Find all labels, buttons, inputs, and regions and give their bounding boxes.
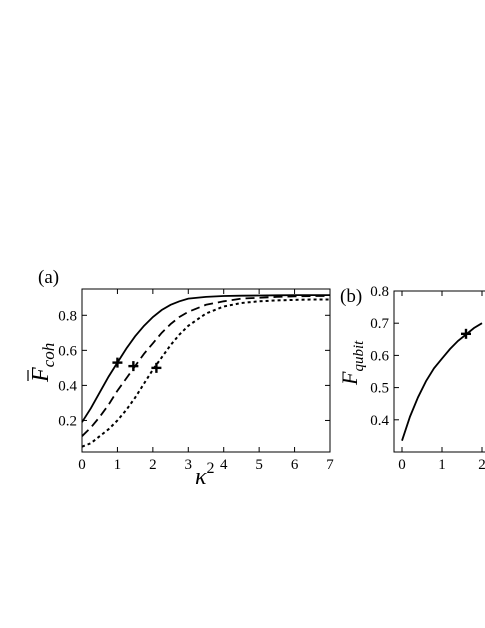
x-tick-label: 5 <box>255 457 263 473</box>
cross-marker <box>151 362 162 373</box>
panel-b-chart: (b) 0 1 2 0.4 0.5 0.6 0.7 0.8 Fqubit <box>337 284 485 473</box>
panel-b-series <box>401 322 483 441</box>
panel-a-markers <box>112 357 162 373</box>
y-tick-label: 0.6 <box>370 348 389 364</box>
panel-a-series <box>81 294 330 448</box>
panel-a-xlabel-exp: 2 <box>207 460 215 477</box>
svg-text:Fcoh: Fcoh <box>28 343 58 383</box>
svg-text:Fqubit: Fqubit <box>337 340 367 386</box>
x-tick-label: 3 <box>185 457 193 473</box>
y-tick-label: 0.2 <box>58 413 77 429</box>
x-tick-label: 6 <box>291 457 299 473</box>
panel-b-frame <box>393 290 485 453</box>
panel-a-frame <box>81 288 331 453</box>
x-tick-label: 4 <box>220 457 228 473</box>
x-tick-label: 2 <box>149 457 157 473</box>
cross-marker <box>128 361 139 372</box>
panel-b-ylabel: Fqubit <box>337 340 367 386</box>
panel-a-axes: 0 1 2 3 4 5 6 7 0.2 0.4 0.6 0.8 <box>58 289 334 473</box>
series-line-dotted <box>81 298 330 448</box>
y-tick-label: 0.6 <box>58 343 77 359</box>
cross-marker <box>461 328 471 339</box>
y-tick-label: 0.7 <box>370 316 389 332</box>
y-tick-label: 0.5 <box>370 381 389 397</box>
cross-marker <box>112 357 123 368</box>
x-tick-label: 0 <box>78 457 86 473</box>
x-tick-label: 1 <box>438 457 446 473</box>
x-tick-label: 7 <box>326 457 334 473</box>
panel-b-axes: 0 1 2 0.4 0.5 0.6 0.7 0.8 <box>370 284 485 473</box>
y-tick-label: 0.8 <box>370 284 389 300</box>
x-tick-label: 0 <box>398 457 406 473</box>
panel-a-xlabel-main: κ <box>195 464 207 490</box>
panel-a-chart: (a) 0 1 2 3 4 5 6 70.20.40.60.8 Fcoh κ2 <box>27 267 334 490</box>
series-line-dashed <box>81 295 330 437</box>
series-line-solid <box>401 322 483 441</box>
panel-b-markers <box>461 328 471 339</box>
panel-a-xlabel: κ2 <box>195 460 215 490</box>
x-tick-label: 2 <box>478 457 485 473</box>
panel-a-ylabel-sub: coh <box>39 343 58 368</box>
panel-a-ylabel: Fcoh <box>27 343 58 383</box>
series-line-solid <box>81 294 330 423</box>
y-tick-label: 0.8 <box>58 308 77 324</box>
panel-b-ylabel-main: F <box>337 371 362 386</box>
panel-a-ylabel-main: F <box>28 367 54 383</box>
y-tick-label: 0.4 <box>370 413 389 429</box>
panel-b-ylabel-sub: qubit <box>351 340 367 372</box>
x-tick-label: 1 <box>114 457 122 473</box>
panel-b-label: (b) <box>340 286 362 307</box>
panel-a-label: (a) <box>38 267 59 288</box>
y-tick-label: 0.4 <box>58 378 77 394</box>
